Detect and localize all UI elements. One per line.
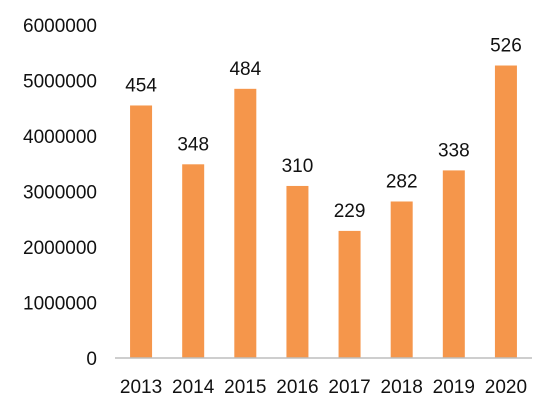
x-axis-tick-labels: 2013 2014 2015 2016 2017 2018 2019 2020: [120, 377, 527, 398]
data-label: 310: [282, 156, 314, 177]
x-tick-label: 2014: [172, 377, 215, 398]
bar: [182, 164, 205, 358]
bar: [494, 65, 517, 358]
data-label: 282: [386, 171, 418, 192]
x-tick-label: 2020: [485, 377, 527, 398]
data-label: 526: [490, 36, 522, 57]
bar: [286, 185, 309, 358]
y-tick-label: 0: [86, 349, 97, 370]
data-label: 454: [125, 75, 157, 96]
data-label: 229: [334, 201, 366, 222]
bar: [390, 201, 413, 358]
y-tick-label: 2000000: [23, 238, 97, 259]
bar: [130, 105, 153, 358]
y-tick-label: 3000000: [23, 183, 97, 204]
bar: [442, 170, 465, 358]
data-label: 348: [177, 134, 209, 155]
x-tick-label: 2017: [328, 377, 370, 398]
data-labels: 454 348 484 310 229 282 338 526: [125, 36, 522, 222]
y-tick-label: 4000000: [23, 127, 97, 148]
bar: [234, 88, 257, 358]
x-tick-label: 2015: [224, 377, 266, 398]
x-tick-label: 2018: [381, 377, 423, 398]
y-axis-tick-labels: 0 1000000 2000000 3000000 4000000 5000000 6000…: [23, 16, 97, 370]
x-tick-label: 2013: [120, 377, 162, 398]
bars: [130, 65, 517, 358]
data-label: 338: [438, 140, 470, 161]
y-tick-label: 5000000: [23, 72, 97, 93]
x-tick-label: 2019: [433, 377, 475, 398]
y-tick-label: 1000000: [23, 294, 97, 315]
x-tick-label: 2016: [276, 377, 318, 398]
y-tick-label: 6000000: [23, 16, 97, 37]
bar: [338, 230, 361, 358]
data-label: 484: [229, 59, 261, 80]
